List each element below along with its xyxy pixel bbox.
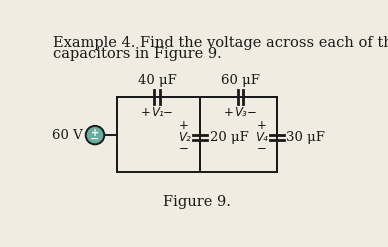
Text: V₂: V₂ [178,131,191,144]
Text: 20 μF: 20 μF [210,131,249,144]
Text: 60 V: 60 V [52,129,83,142]
Text: 40 μF: 40 μF [138,74,177,87]
Text: capacitors in Figure 9.: capacitors in Figure 9. [53,47,222,61]
Text: −: − [257,143,267,156]
Text: −: − [247,106,256,119]
Text: V₁: V₁ [151,106,163,119]
Circle shape [86,126,104,144]
Text: 60 μF: 60 μF [221,74,260,87]
Text: −: − [179,143,189,156]
Text: V₄: V₄ [255,131,268,144]
Text: V₃: V₃ [234,106,247,119]
Text: −: − [163,106,173,119]
Text: −: − [90,134,100,144]
Text: +: + [179,119,189,132]
Text: +: + [224,106,234,119]
Text: +: + [140,106,150,119]
Text: Figure 9.: Figure 9. [163,195,231,209]
Text: +: + [91,128,99,138]
Text: 30 μF: 30 μF [286,131,325,144]
Text: Example 4. Find the voltage across each of the: Example 4. Find the voltage across each … [53,36,388,50]
Text: +: + [257,119,267,132]
